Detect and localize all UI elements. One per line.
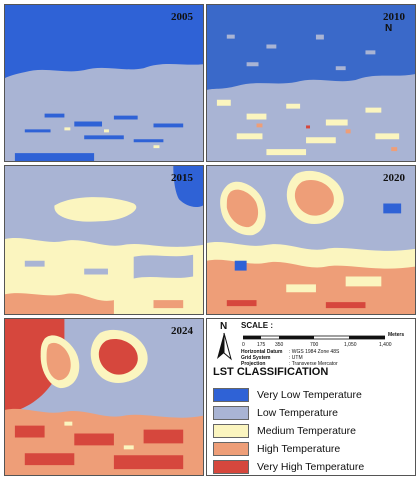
- map-panel-2020: 2020: [206, 165, 416, 315]
- legend-item-medium: Medium Temperature: [213, 423, 356, 439]
- scale-unit: Meters: [388, 332, 405, 338]
- legend-swatch: [213, 424, 249, 438]
- north-arrow-icon: [217, 332, 232, 361]
- legend-item-very-low: Very Low Temperature: [213, 387, 362, 403]
- lst-map-2020: [207, 166, 415, 314]
- panel-year: 2005: [171, 11, 193, 23]
- north-arrow-label: N: [385, 23, 393, 34]
- scale-tick: 700: [310, 342, 319, 348]
- map-info-box: N SCALE : 0 175 350 700 1,050 1,400 Mete…: [206, 318, 416, 476]
- scale-title: SCALE :: [241, 321, 273, 330]
- scale-tick: 175: [257, 342, 266, 348]
- legend-swatch: [213, 460, 249, 474]
- legend-swatch: [213, 442, 249, 456]
- panel-year: 2010: [383, 11, 405, 23]
- map-panel-2024: 2024: [4, 318, 204, 476]
- map-panel-2005: 2005: [4, 4, 204, 162]
- legend-label: High Temperature: [257, 443, 341, 455]
- legend-title: LST CLASSIFICATION: [213, 366, 329, 378]
- scale-bar: [243, 335, 385, 340]
- lst-map-2015: [5, 166, 203, 314]
- lst-map-2024: [5, 319, 203, 475]
- north-label: N: [220, 321, 228, 332]
- legend-item-high: High Temperature: [213, 441, 340, 457]
- legend-label: Very High Temperature: [257, 461, 365, 473]
- panel-year: 2015: [171, 172, 193, 184]
- map-panel-2015: 2015: [4, 165, 204, 315]
- legend-swatch: [213, 406, 249, 420]
- scale-tick: 0: [242, 342, 245, 348]
- lst-map-2005: [5, 5, 203, 161]
- lst-map-2010: [207, 5, 415, 161]
- legend-item-low: Low Temperature: [213, 405, 338, 421]
- panel-year: 2020: [383, 172, 405, 184]
- legend-swatch: [213, 388, 249, 402]
- scale-tick: 350: [275, 342, 284, 348]
- panel-year: 2024: [171, 325, 193, 337]
- meta-projection: Projection: Transverse Mercator: [241, 361, 338, 367]
- legend-label: Medium Temperature: [257, 425, 357, 437]
- legend-item-very-high: Very High Temperature: [213, 459, 364, 475]
- scale-tick: 1,400: [379, 342, 392, 348]
- legend-label: Low Temperature: [257, 407, 338, 419]
- scale-tick: 1,050: [344, 342, 357, 348]
- meta-horizontal-datum: Horizontal Datum: WGS 1984 Zone 48S: [241, 349, 340, 355]
- legend-label: Very Low Temperature: [257, 389, 362, 401]
- meta-grid-system: Grid System: UTM: [241, 355, 303, 361]
- map-panel-2010: 2010 N: [206, 4, 416, 162]
